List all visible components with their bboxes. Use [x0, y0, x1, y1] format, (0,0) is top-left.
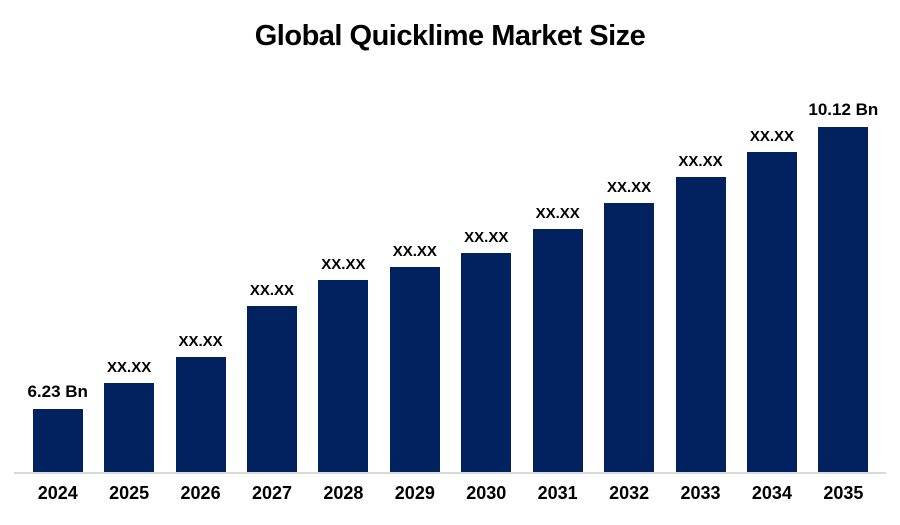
bar-column: XX.XX: [451, 72, 522, 472]
x-tick-label: 2028: [323, 483, 364, 503]
x-tick-label: 2035: [823, 483, 864, 503]
bar: [246, 306, 297, 472]
bars-container: 6.23 Bn XX.XX XX.XX XX.XX XX.XX XX.XX XX.XX XX.…: [22, 72, 879, 472]
x-tick-label: 2031: [537, 483, 578, 503]
bar-value-label: XX.XX: [321, 256, 366, 273]
bar-column: XX.XX: [308, 72, 379, 472]
bar-column: XX.XX: [93, 72, 164, 472]
bar: [175, 357, 226, 472]
bar-column: XX.XX: [522, 72, 593, 472]
bar-column: XX.XX: [379, 72, 450, 472]
x-tick-label: 2027: [251, 483, 292, 503]
bar-value-label: XX.XX: [606, 179, 652, 196]
bar-value-label: XX.XX: [464, 229, 509, 246]
chart-title: Global Quicklime Market Size: [254, 20, 646, 52]
x-tick-label: 2026: [180, 483, 221, 503]
bar-value-label: XX.XX: [392, 243, 437, 260]
bar: [389, 267, 440, 472]
bar-value-label: XX.XX: [249, 282, 295, 299]
bar-value-label: XX.XX: [178, 333, 223, 350]
bar: [32, 409, 83, 472]
bar-column: 10.12 Bn: [808, 72, 879, 472]
x-tick-label: 2032: [609, 483, 650, 503]
x-axis-labels: 2024 2025 2026 2027 2028 2029 2030 2031 2032 2033…: [22, 483, 879, 504]
bar: [818, 127, 869, 472]
bar: [532, 229, 583, 472]
bar: [746, 152, 797, 472]
bar-column: 6.23 Bn: [22, 72, 93, 472]
bar-value-label: XX.XX: [678, 153, 723, 170]
bar-column: XX.XX: [593, 72, 664, 472]
bar-column: XX.XX: [236, 72, 307, 472]
x-tick-label: 2033: [680, 483, 721, 503]
bar: [461, 253, 512, 472]
bar-value-label: XX.XX: [749, 128, 795, 145]
bar-column: XX.XX: [736, 72, 807, 472]
bar: [318, 280, 369, 472]
x-tick-label: 2024: [37, 483, 78, 503]
bar-value-label: 6.23 Bn: [27, 382, 88, 401]
bar-column: XX.XX: [165, 72, 236, 472]
x-tick-label: 2030: [466, 483, 507, 503]
bar-value-label: XX.XX: [535, 205, 580, 222]
bar-value-label: XX.XX: [107, 359, 152, 376]
bar: [675, 177, 726, 472]
x-tick-label: 2029: [394, 483, 435, 503]
x-tick-label: 2034: [751, 483, 792, 503]
bar: [604, 203, 655, 472]
bar-column: XX.XX: [665, 72, 736, 472]
bar: [104, 383, 155, 472]
x-tick-label: 2025: [109, 483, 150, 503]
x-axis-line: [14, 472, 886, 474]
bar-value-label: 10.12 Bn: [808, 100, 879, 119]
